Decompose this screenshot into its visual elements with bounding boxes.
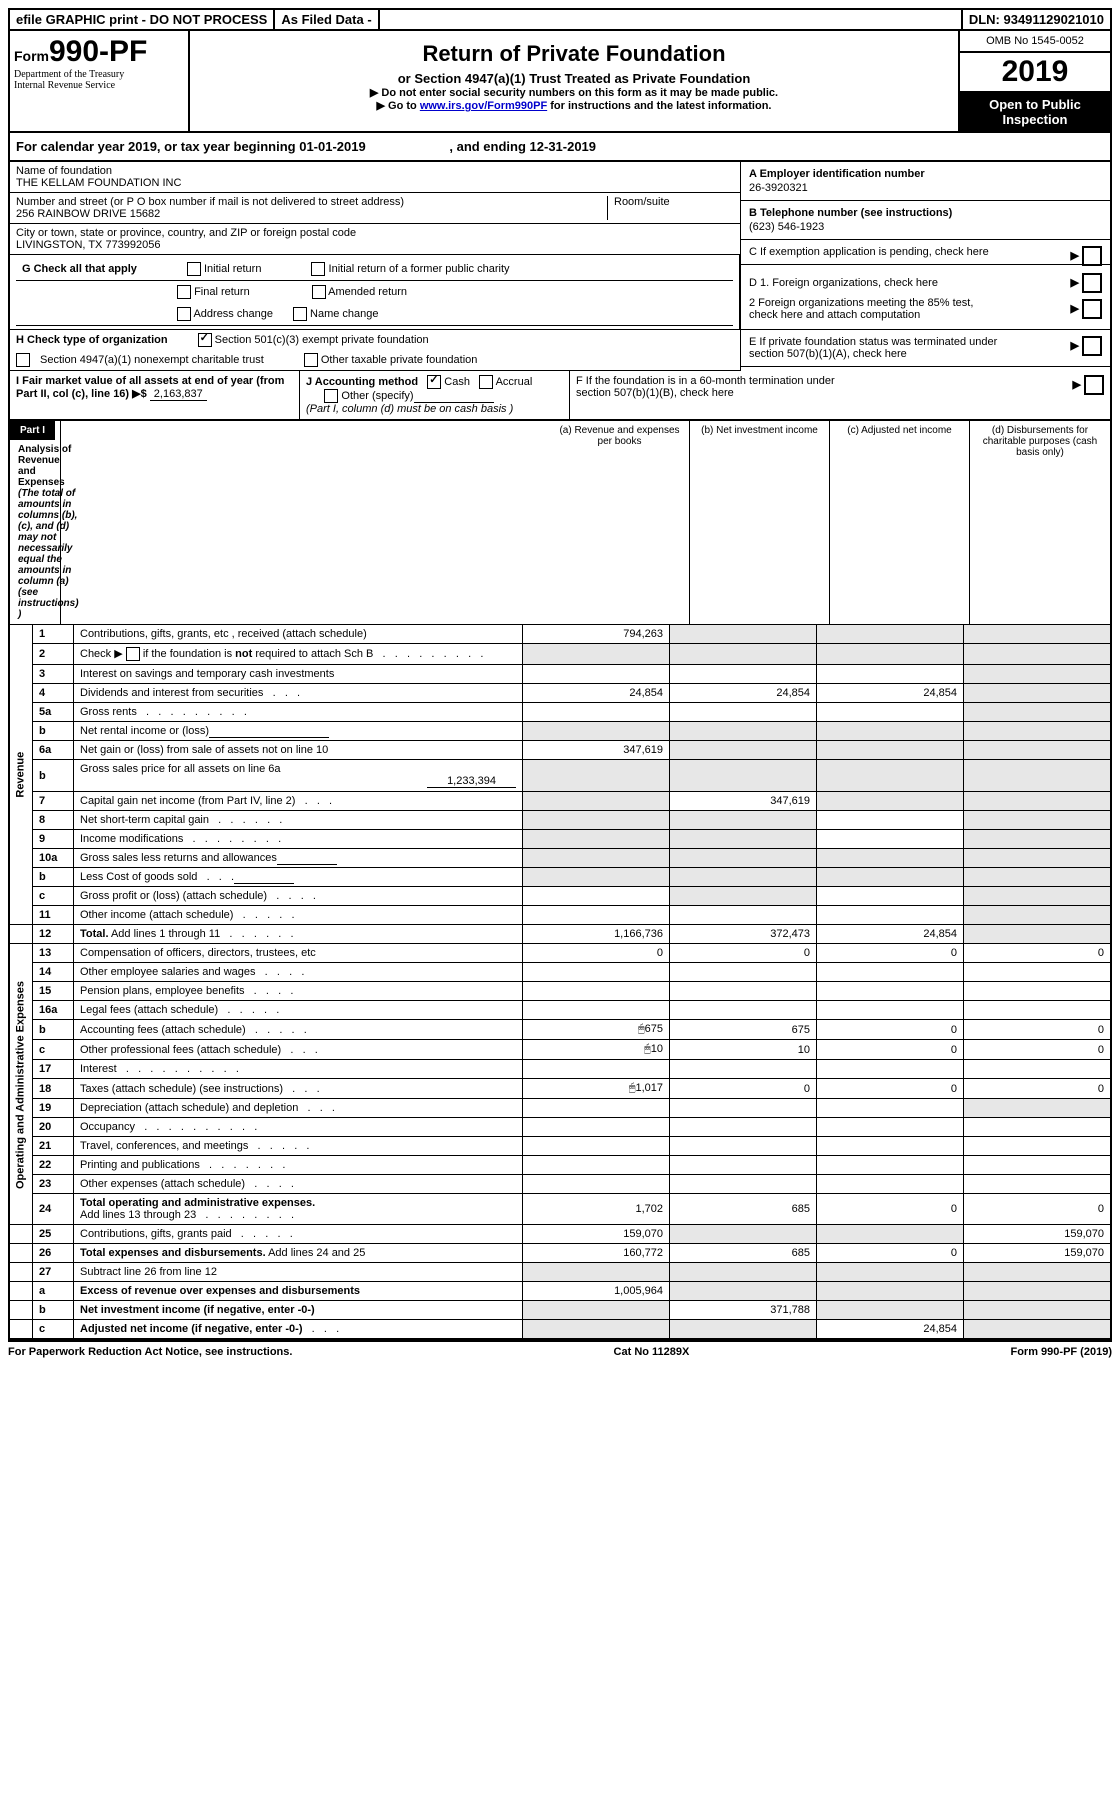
final-return-cb[interactable] xyxy=(177,285,191,299)
foundation-address: 256 RAINBOW DRIVE 15682 xyxy=(16,208,601,220)
initial-former-cb[interactable] xyxy=(311,262,325,276)
header-left: Form990-PF Department of the Treasury In… xyxy=(10,31,190,131)
address-change-cb[interactable] xyxy=(177,307,191,321)
part1-header: Part I Analysis of Revenue and Expenses … xyxy=(8,421,1112,625)
attach-icon[interactable] xyxy=(638,1023,645,1035)
cash-cb[interactable] xyxy=(427,375,441,389)
phone: (623) 546-1923 xyxy=(749,221,1102,233)
exemption-pending-cb[interactable] xyxy=(1082,246,1102,266)
foreign-85-cb[interactable] xyxy=(1082,299,1102,319)
initial-return-cb[interactable] xyxy=(187,262,201,276)
name-change-cb[interactable] xyxy=(293,307,307,321)
foundation-city: LIVINGSTON, TX 773992056 xyxy=(16,239,734,251)
irs-link[interactable]: www.irs.gov/Form990PF xyxy=(420,100,547,112)
foundation-name: THE KELLAM FOUNDATION INC xyxy=(16,177,734,189)
revenue-label: Revenue xyxy=(9,625,33,925)
form-title: Return of Private Foundation xyxy=(196,41,952,67)
fmv-value: 2,163,837 xyxy=(150,388,207,401)
status-terminated-cb[interactable] xyxy=(1082,336,1102,356)
accrual-cb[interactable] xyxy=(479,375,493,389)
calendar-year: For calendar year 2019, or tax year begi… xyxy=(8,133,1112,162)
part1-table: Revenue 1Contributions, gifts, grants, e… xyxy=(8,625,1112,1340)
tax-year: 2019 xyxy=(960,53,1110,93)
dln: DLN: 93491129021010 xyxy=(963,10,1110,29)
expenses-label: Operating and Administrative Expenses xyxy=(9,944,33,1225)
as-filed: As Filed Data - xyxy=(275,10,379,29)
entity-section: Name of foundation THE KELLAM FOUNDATION… xyxy=(8,162,1112,371)
attach-icon[interactable] xyxy=(629,1082,636,1094)
header-right: OMB No 1545-0052 2019 Open to Public Ins… xyxy=(960,31,1110,131)
attach-icon[interactable] xyxy=(644,1043,651,1055)
other-taxable-cb[interactable] xyxy=(304,353,318,367)
ijf-row: I Fair market value of all assets at end… xyxy=(8,371,1112,421)
header-center: Return of Private Foundation or Section … xyxy=(190,31,960,131)
ein: 26-3920321 xyxy=(749,182,1102,194)
top-bar: efile GRAPHIC print - DO NOT PROCESS As … xyxy=(8,8,1112,31)
501c3-cb[interactable] xyxy=(198,333,212,347)
page-footer: For Paperwork Reduction Act Notice, see … xyxy=(8,1340,1112,1362)
amended-cb[interactable] xyxy=(312,285,326,299)
other-method-cb[interactable] xyxy=(324,389,338,403)
foreign-org-cb[interactable] xyxy=(1082,273,1102,293)
60month-cb[interactable] xyxy=(1084,375,1104,395)
4947-cb[interactable] xyxy=(16,353,30,367)
form-header: Form990-PF Department of the Treasury In… xyxy=(8,31,1112,133)
efile-notice: efile GRAPHIC print - DO NOT PROCESS xyxy=(10,10,275,29)
